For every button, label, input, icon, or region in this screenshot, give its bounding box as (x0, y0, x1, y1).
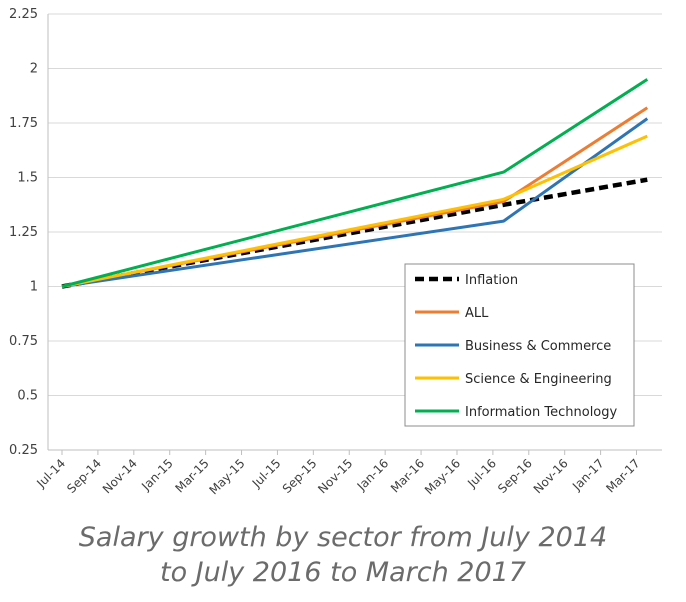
y-tick-label: 1 (30, 280, 38, 295)
legend: Inflation ALL Business & Commerce Science &… (404, 263, 635, 427)
chart-caption-line-1: Salary growth by sector from July 2014 (78, 522, 608, 553)
series-line-0 (61, 177, 648, 289)
x-tick-label: Mar-17 (603, 456, 642, 495)
y-tick-label: 0.5 (17, 389, 38, 404)
x-tick-label: Nov-14 (100, 456, 140, 496)
x-tick-label: May-15 (206, 456, 247, 497)
series-line-2 (61, 117, 649, 288)
series-line-3 (61, 134, 648, 288)
series-line-4 (61, 78, 649, 288)
y-tick-label: 1.5 (17, 171, 38, 186)
x-tick-label: Nov-16 (531, 456, 571, 496)
y-tick-label: 1.75 (9, 116, 38, 131)
x-tick-label: Jan-17 (569, 456, 607, 494)
x-tick-label: Mar-15 (173, 456, 212, 495)
x-tick-label: Sep-14 (64, 456, 104, 496)
y-axis-ticks: 0.25 0.5 0.75 1 1.25 1.5 1.75 2 2.25 (9, 7, 38, 458)
x-tick-label: Nov-15 (315, 456, 355, 496)
series-lines (61, 78, 649, 289)
x-tick-label: Jul-14 (33, 456, 68, 491)
y-tick-label: 0.75 (9, 334, 38, 349)
x-tick-label: Sep-16 (495, 456, 535, 496)
x-tick-label: Jan-16 (354, 456, 392, 494)
legend-label: Business & Commerce (465, 339, 611, 354)
x-tick-label: Sep-15 (280, 456, 320, 496)
y-tick-label: 1.25 (9, 225, 38, 240)
x-tick-label: Mar-16 (388, 456, 427, 495)
legend-label: Science & Engineering (465, 372, 612, 387)
legend-label: ALL (465, 306, 489, 321)
x-tick-label: Jul-16 (464, 456, 499, 491)
legend-label: Information Technology (465, 405, 618, 420)
x-tick-label: May-16 (422, 456, 463, 497)
x-tick-label: Jan-15 (138, 456, 176, 494)
y-tick-label: 0.25 (9, 443, 38, 458)
legend-label: Inflation (465, 273, 518, 288)
x-tick-label: Jul-15 (249, 456, 284, 491)
chart-caption-line-2: to July 2016 to March 2017 (159, 557, 526, 588)
y-tick-label: 2.25 (9, 7, 38, 22)
y-tick-label: 2 (30, 62, 38, 77)
